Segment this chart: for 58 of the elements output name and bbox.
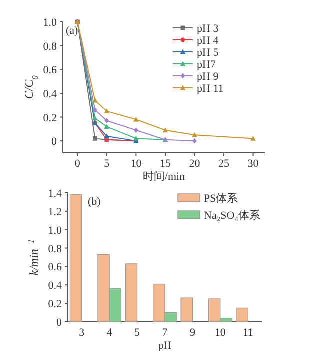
legend-label: Na₂SO₄体系	[204, 209, 261, 222]
x-tick-label: 25	[218, 158, 230, 170]
x-axis-title: 时间/min	[142, 170, 186, 183]
y-tick-label: 0.6	[48, 262, 62, 274]
y-tick-label: 0.4	[48, 280, 62, 292]
x-tick-label: 4	[106, 327, 113, 339]
point	[104, 118, 110, 124]
annotation: (a)	[66, 25, 79, 37]
legend-label: pH 4	[197, 35, 220, 47]
x-tick-label: 3	[79, 327, 86, 339]
point	[93, 136, 98, 141]
point	[192, 132, 198, 138]
point	[93, 107, 98, 113]
x-tick-label: 9	[190, 327, 196, 339]
y-tick-label: 1.4	[48, 188, 62, 200]
annotation: (b)	[88, 196, 102, 208]
legend-label: pH 5	[197, 47, 220, 59]
x-tick-label: 7	[162, 327, 168, 339]
x-tick-label: 11	[242, 327, 254, 339]
point	[104, 134, 110, 139]
bar	[236, 308, 248, 322]
point	[250, 136, 256, 141]
y-tick-label: 0.6	[43, 64, 58, 77]
x-tick-label: 10	[130, 158, 142, 170]
y-tick-label: 0	[56, 317, 62, 329]
bar	[125, 264, 138, 322]
y-tick-label: 0.8	[48, 243, 62, 256]
legend-label: pH 9	[197, 71, 220, 83]
point	[92, 116, 98, 121]
x-tick-label: 10	[214, 327, 226, 339]
point	[162, 128, 168, 133]
legend-label: pH7	[197, 59, 216, 71]
bar	[180, 298, 194, 322]
point	[133, 116, 139, 122]
x-tick-label: 30	[248, 158, 260, 170]
legend-label: pH 3	[197, 23, 220, 35]
x-tick-label: 5	[134, 327, 141, 339]
legend-label: PS体系	[204, 192, 238, 205]
point	[133, 136, 139, 141]
point	[134, 128, 138, 134]
x-tick-label: 5	[104, 158, 110, 170]
point	[92, 98, 98, 103]
y-tick-label: 0.4	[43, 88, 58, 100]
y-tick-label: 0	[52, 136, 58, 148]
point	[192, 138, 197, 144]
y-tick-label: 0.2	[43, 112, 57, 124]
y-tick-label: 1.0	[43, 17, 58, 29]
x-tick-label: 15	[160, 158, 172, 170]
y-tick-label: 1.0	[48, 224, 62, 237]
y-tick-label: 1.2	[48, 206, 62, 218]
x-tick-label: 0	[74, 158, 81, 170]
y-tick-label: 0.2	[48, 298, 62, 311]
legend-label: pH 11	[197, 83, 224, 95]
x-axis-title: pH	[158, 340, 172, 351]
y-tick-label: 0.8	[43, 40, 58, 53]
x-tick-label: 20	[189, 158, 201, 170]
point	[104, 124, 110, 129]
point	[104, 108, 110, 114]
